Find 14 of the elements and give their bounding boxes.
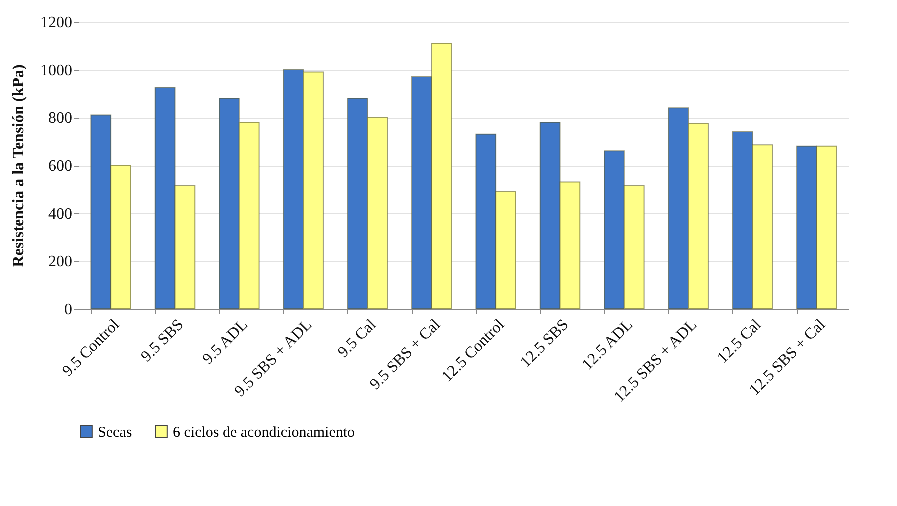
y-tick-label: 200 — [48, 254, 72, 271]
y-tick-label: 1200 — [40, 14, 72, 32]
y-tick-label: 1000 — [40, 62, 72, 80]
legend-label: Secas — [98, 424, 132, 441]
y-tick-label: 600 — [48, 158, 72, 175]
x-tick-label: 12.5 Cal — [714, 316, 766, 367]
y-tick-label: 800 — [48, 110, 72, 128]
x-tick-label: 12.5 SBS — [517, 316, 572, 372]
x-tick-label: 9.5 Cal — [335, 316, 380, 362]
x-tick-label: 9.5 SBS — [138, 316, 188, 366]
y-axis-title: Resistencia a la Tensión (kPa) — [10, 64, 28, 268]
y-tick-label: 400 — [48, 206, 72, 223]
legend-label: 6 ciclos de acondicionamiento — [173, 424, 356, 441]
y-tick-label: 0 — [64, 302, 72, 318]
